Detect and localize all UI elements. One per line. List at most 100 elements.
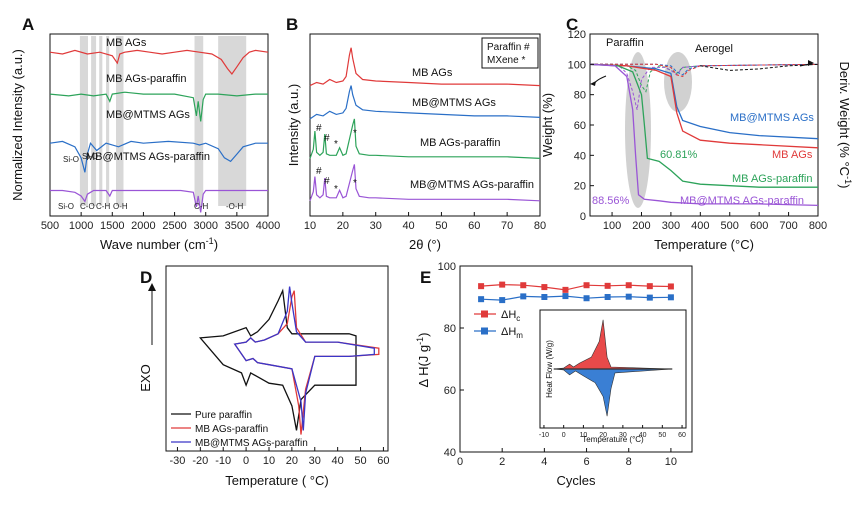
legend: Paraffin # MXene *: [481, 37, 539, 69]
x-tick-label: -10: [215, 455, 231, 467]
x-tick-label: -10: [539, 432, 549, 439]
x-axis-label: Temperature (°C): [654, 237, 754, 252]
series-point-hc: [646, 283, 653, 290]
series-mb-mtms-ags-paraffin: [309, 164, 541, 202]
legend-entry-mxene: MXene *: [487, 55, 525, 66]
legend-marker-dhm: [481, 327, 488, 335]
x-tick-label: 3500: [225, 220, 249, 232]
y-tick-label: 100: [438, 261, 456, 273]
y-tick-label: 100: [568, 59, 586, 71]
band-label-o-h-2: -O-H: [226, 202, 244, 211]
panel-b: 10 20 30 40 50 60 70 80 B 2θ (°) Intensity (a.u…: [286, 15, 546, 252]
x-tick-label: 600: [750, 220, 768, 232]
legend-label-mb-mtms-ags-paraffin: MB@MTMS AGs-paraffin: [195, 438, 308, 449]
series-label-mb-mtms-ags-paraffin: MB@MTMS AGs-paraffin: [680, 195, 804, 207]
legend-label-mb-ags-paraffin: MB AGs-paraffin: [195, 424, 268, 435]
legend: Pure paraffin MB AGs-paraffin MB@MTMS AG…: [171, 410, 308, 449]
x-tick-label: 50: [658, 432, 666, 439]
legend-label-dhm: ΔHm: [501, 326, 523, 340]
series-label-mb-ags: MB AGs: [772, 149, 813, 161]
x-ticks: 10 20 30 40 50 60 70 80: [304, 212, 546, 232]
x-tick-label: 0: [457, 456, 463, 468]
x-tick-label: 6: [583, 456, 589, 468]
series-mb-ags-paraffin: [589, 63, 818, 188]
series-hm: [481, 295, 671, 301]
panel-label: E: [420, 268, 431, 287]
inset-x-ticks: -10 0 10 20 30 40 50 60: [539, 425, 686, 439]
x-tick-label: 40: [639, 432, 647, 439]
x-tick-label: -30: [169, 455, 185, 467]
x-tick-label: -20: [192, 455, 208, 467]
band-rect: [79, 36, 88, 206]
series-point-hm: [646, 294, 653, 301]
x-tick-label: 2500: [162, 220, 186, 232]
x-axis-label: 2θ (°): [409, 237, 441, 252]
x-tick-label: 20: [286, 455, 298, 467]
peak-marker-mxene: *: [353, 128, 357, 139]
x-tick-label: 800: [809, 220, 827, 232]
x-tick-label: 3000: [193, 220, 217, 232]
y-axis-label: Normalized Intensity (a.u.): [10, 49, 25, 201]
legend-label-dhc: ΔHc: [501, 309, 520, 323]
annotation-aerogel: Aerogel: [695, 43, 733, 55]
series-label-mb-mtms-ags: MB@MTMS AGs: [412, 97, 496, 109]
annotation-residue-60: 60.81%: [660, 149, 698, 161]
y-axis-label: EXO: [138, 364, 153, 391]
peak-marker-paraffin: #: [324, 176, 330, 187]
series-point-hc: [478, 283, 485, 290]
deriv-series-mb-mtms-ags-paraffin: [590, 63, 819, 110]
series-point-hc: [541, 284, 548, 291]
series-mb-mtms-ags: [589, 63, 819, 140]
x-tick-label: 8: [626, 456, 632, 468]
series-group: [478, 281, 674, 304]
legend-box: [481, 37, 539, 69]
x-ticks: 100 200 300 400 500 600 700 800: [603, 212, 827, 232]
legend: ΔHc ΔHm: [474, 309, 523, 340]
legend-entry-paraffin: Paraffin #: [487, 42, 530, 53]
x-tick-label: 60: [468, 220, 480, 232]
y-tick-label: 40: [444, 447, 456, 459]
series-point-hm: [478, 296, 485, 303]
series-label-mb-mtms-ags-paraffin: MB@MTMS AGs-paraffin: [410, 179, 534, 191]
x-tick-label: 10: [665, 456, 677, 468]
x-tick-label: 70: [501, 220, 513, 232]
deriv-series-mb-ags: [590, 63, 819, 78]
ftir-band-group: [79, 36, 247, 206]
y-axis-label: Δ H(J g-1): [415, 333, 431, 388]
legend-label-pure-paraffin: Pure paraffin: [195, 410, 252, 421]
series-label-mb-ags-paraffin: MB AGs-paraffin: [106, 73, 187, 85]
x-axis-label: Cycles: [556, 473, 596, 488]
band-label-c-h: C-H: [96, 202, 110, 211]
axes-frame: [459, 265, 693, 453]
x-tick-label: 60: [678, 432, 686, 439]
x-tick-label: 80: [534, 220, 546, 232]
exo-arrow-head: [148, 283, 156, 291]
annotation-paraffin: Paraffin: [606, 37, 644, 49]
band-rect: [194, 36, 204, 206]
peak-marker-paraffin: #: [316, 166, 322, 177]
series-mb-ags: [49, 49, 269, 75]
x-tick-label: 700: [779, 220, 797, 232]
peak-label-si-o-2: Si-O: [82, 152, 98, 161]
y-axis-label: Intensity (a.u.): [286, 84, 301, 166]
x-tick-label: 30: [370, 220, 382, 232]
x-tick-label: 300: [662, 220, 680, 232]
series-label-mb-mtms-ags: MB@MTMS AGs: [730, 112, 814, 124]
y-tick-label: 60: [444, 385, 456, 397]
legend-marker-dhc: [481, 310, 488, 318]
x-ticks: 0 2 4 6 8 10: [457, 448, 677, 468]
band-label-o-h: O-H: [113, 202, 128, 211]
x-tick-label: 10: [263, 455, 275, 467]
axes-frame: [49, 33, 269, 217]
y-tick-label: 0: [580, 211, 586, 223]
series-mb-ags-paraffin: [49, 91, 268, 122]
series-pure-paraffin: [198, 288, 357, 431]
inset-exo-area: [553, 319, 673, 370]
panel-a: 500 1000 1500 2000 2500 3000 3500 4000 A Wave n…: [10, 15, 280, 252]
x-tick-label: 60: [377, 455, 389, 467]
x-axis-label: Wave number (cm-1): [100, 236, 218, 252]
paraffin-ellipse: [625, 52, 651, 208]
series-label-mb-ags-paraffin: MB AGs-paraffin: [420, 137, 501, 149]
panel-c: 100 200 300 400 500 600 700 800 0 20 40 60 80 100 120…: [540, 15, 853, 252]
